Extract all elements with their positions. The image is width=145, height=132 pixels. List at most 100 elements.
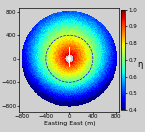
Point: [47, 36, 50, 38]
Point: [69, 14, 71, 16]
Point: [38, 92, 41, 94]
Point: [54, 38, 56, 40]
Point: [70, 69, 72, 71]
Point: [70, 84, 73, 87]
Point: [98, 49, 100, 51]
Point: [49, 92, 51, 94]
Point: [54, 36, 56, 38]
Point: [42, 66, 44, 68]
Point: [66, 100, 68, 102]
Point: [79, 14, 81, 16]
Point: [37, 34, 39, 36]
Point: [54, 62, 56, 64]
Point: [84, 37, 87, 39]
Point: [61, 99, 63, 101]
Point: [69, 35, 72, 37]
Point: [55, 74, 58, 76]
Point: [26, 67, 28, 69]
Point: [30, 40, 32, 42]
Point: [40, 37, 42, 39]
Point: [79, 44, 81, 47]
Point: [54, 63, 56, 65]
Point: [52, 16, 54, 18]
Point: [108, 73, 110, 76]
Point: [57, 27, 60, 29]
Point: [34, 36, 36, 38]
Point: [109, 36, 111, 38]
Point: [52, 16, 55, 18]
Point: [83, 18, 85, 20]
Point: [70, 97, 72, 100]
Point: [37, 57, 39, 59]
Point: [76, 93, 79, 95]
Point: [47, 68, 50, 70]
Point: [98, 35, 100, 37]
Point: [88, 38, 91, 40]
Point: [47, 82, 49, 84]
Point: [30, 47, 33, 49]
Point: [108, 61, 110, 63]
Point: [89, 41, 92, 43]
Point: [81, 53, 83, 55]
Point: [59, 17, 62, 19]
Point: [114, 50, 116, 52]
Point: [31, 37, 33, 39]
Point: [84, 77, 86, 79]
Point: [43, 87, 45, 89]
Point: [93, 42, 96, 44]
Point: [53, 82, 55, 84]
Point: [91, 47, 93, 49]
Point: [65, 27, 67, 29]
Point: [71, 86, 73, 88]
Point: [35, 54, 37, 56]
Point: [40, 69, 42, 71]
Point: [30, 75, 32, 77]
Point: [39, 55, 41, 57]
Point: [87, 53, 89, 55]
Point: [43, 45, 46, 48]
Point: [87, 29, 89, 31]
Point: [38, 40, 40, 42]
Point: [73, 92, 76, 94]
Point: [49, 82, 51, 84]
Point: [48, 45, 50, 47]
Point: [74, 18, 76, 20]
Point: [47, 60, 49, 62]
Point: [57, 51, 60, 53]
Point: [57, 69, 59, 71]
Point: [57, 96, 60, 98]
Point: [35, 64, 38, 66]
Point: [53, 97, 55, 99]
Point: [57, 22, 59, 24]
Point: [33, 36, 36, 38]
Point: [58, 50, 60, 52]
Point: [66, 91, 68, 93]
Point: [26, 60, 28, 62]
Point: [74, 29, 77, 31]
Point: [107, 66, 109, 68]
Point: [61, 87, 63, 89]
Point: [98, 53, 100, 55]
Point: [81, 75, 83, 77]
Point: [110, 48, 113, 50]
Point: [70, 28, 72, 30]
Point: [89, 58, 92, 60]
Point: [94, 33, 96, 35]
Point: [61, 62, 63, 64]
Point: [59, 93, 61, 95]
Point: [77, 97, 79, 99]
Point: [92, 26, 95, 28]
Point: [75, 39, 77, 41]
Point: [37, 40, 39, 42]
Point: [79, 100, 81, 102]
Point: [99, 92, 101, 94]
Point: [102, 65, 104, 67]
Point: [50, 83, 52, 85]
Point: [88, 90, 90, 92]
Point: [102, 70, 105, 72]
Point: [74, 23, 76, 25]
Point: [71, 73, 74, 75]
Point: [64, 34, 67, 36]
Point: [81, 38, 83, 40]
Point: [95, 20, 97, 22]
